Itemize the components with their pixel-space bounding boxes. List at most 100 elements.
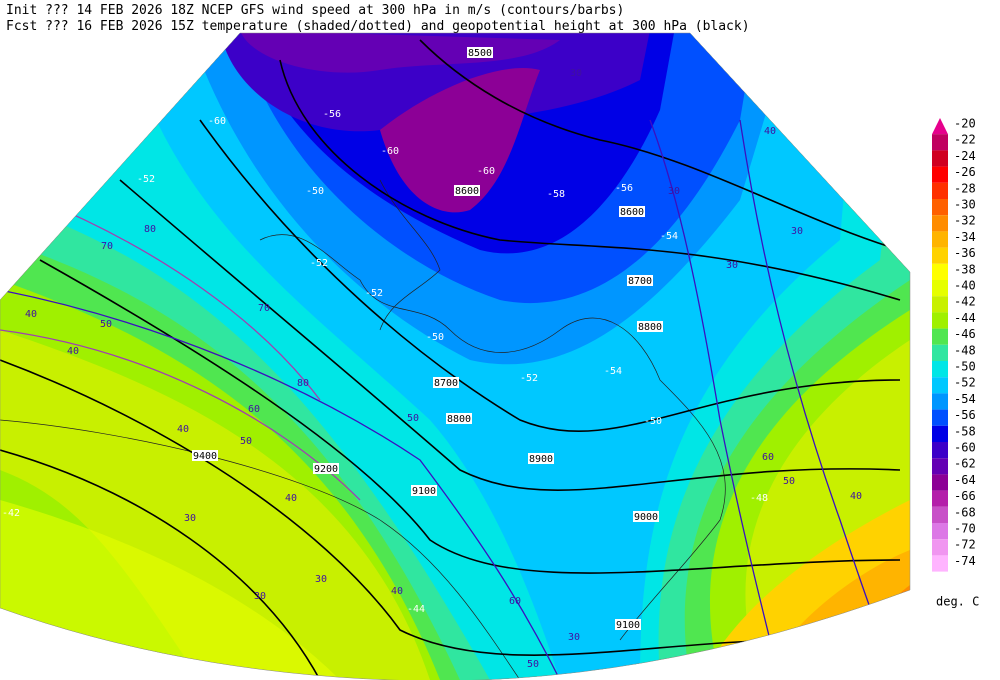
colorbar-label: -64 xyxy=(954,473,976,487)
colorbar-label: -42 xyxy=(954,295,976,309)
colorbar-swatch xyxy=(932,296,948,313)
wind-label: 40 xyxy=(25,309,37,320)
label-box xyxy=(446,413,472,424)
label-box xyxy=(192,450,218,461)
colorbar-label: -26 xyxy=(954,165,976,179)
colorbar-label: -20 xyxy=(954,117,976,131)
height-contour xyxy=(39,259,901,574)
temperature-label: -52 xyxy=(310,258,328,269)
colorbar-swatch xyxy=(932,150,948,167)
colorbar-label: -22 xyxy=(954,133,976,147)
colorbar-label: -38 xyxy=(954,262,976,276)
height-label: 8500 xyxy=(468,48,492,59)
colorbar-swatch xyxy=(932,231,948,248)
header-line: Fcst ??? 16 FEB 2026 15Z temperature (sh… xyxy=(6,19,750,34)
colorbar-label: -34 xyxy=(954,230,976,244)
label-box xyxy=(433,377,459,388)
colorbar-label: -46 xyxy=(954,327,976,341)
colorbar-swatch xyxy=(932,539,948,556)
wind-label: 30 xyxy=(568,632,580,643)
colorbar-swatch xyxy=(932,166,948,183)
colorbar-swatch xyxy=(932,458,948,475)
height-label: 9200 xyxy=(314,464,338,475)
wind-label: 50 xyxy=(527,659,539,670)
colorbar-label: -52 xyxy=(954,376,976,390)
colorbar: -20 -22 -24 -26 -28 -30 -32 -34 -36 -38 -40 -42 -44 -… xyxy=(932,117,976,572)
temperature-label: -60 xyxy=(477,166,495,177)
wind-contour xyxy=(649,119,781,680)
colorbar-swatch xyxy=(932,215,948,232)
height-contour xyxy=(279,59,901,301)
temperature-label: -54 xyxy=(660,231,678,242)
coastline xyxy=(259,234,726,641)
temperature-label: -50 xyxy=(426,332,444,343)
colorbar-unit: deg. C xyxy=(936,595,979,609)
colorbar-swatch xyxy=(932,280,948,297)
colorbar-swatch xyxy=(932,555,948,572)
wind-label: 30 xyxy=(315,574,327,585)
wind-label: 30 xyxy=(668,186,680,197)
height-label: 9100 xyxy=(412,486,436,497)
colorbar-swatch xyxy=(932,361,948,378)
colorbar-swatch xyxy=(932,134,948,151)
temperature-label: -50 xyxy=(644,416,662,427)
colorbar-label: -40 xyxy=(954,279,976,293)
colorbar-label: -58 xyxy=(954,424,976,438)
colorbar-label: -36 xyxy=(954,246,976,260)
wind-label: 70 xyxy=(101,241,113,252)
colorbar-label: -56 xyxy=(954,408,976,422)
height-contour xyxy=(419,39,901,251)
wind-label: 40 xyxy=(67,346,79,357)
map-border xyxy=(0,32,911,680)
label-box xyxy=(528,453,554,464)
wind-label: 70 xyxy=(258,303,270,314)
wind-label: 50 xyxy=(240,436,252,447)
contour-labels: 8500 8600 8600 8700 8800 8700 8800 8900 9000 9100… xyxy=(2,47,862,670)
colorbar-label: -74 xyxy=(954,554,976,568)
colorbar-swatch xyxy=(932,393,948,410)
temperature-label: -56 xyxy=(323,109,341,120)
wind-label: 50 xyxy=(783,476,795,487)
height-contour xyxy=(0,359,801,656)
colorbar-swatch xyxy=(932,247,948,264)
temperature-label: -52 xyxy=(365,288,383,299)
colorbar-label: -62 xyxy=(954,457,976,471)
colorbar-swatch xyxy=(932,506,948,523)
height-contour xyxy=(199,119,901,432)
colorbar-swatch xyxy=(932,118,948,135)
label-box xyxy=(637,321,663,332)
height-label: 8800 xyxy=(638,322,662,333)
colorbar-label: -72 xyxy=(954,538,976,552)
height-label: 9400 xyxy=(193,451,217,462)
colorbar-swatch xyxy=(932,263,948,280)
colorbar-label: -48 xyxy=(954,343,976,357)
label-box xyxy=(454,185,480,196)
coastline xyxy=(0,419,521,680)
height-label: 8700 xyxy=(628,276,652,287)
wind-label: 80 xyxy=(144,224,156,235)
wind-contour xyxy=(0,289,561,680)
wind-label: 80 xyxy=(297,378,309,389)
colorbar-swatch xyxy=(932,344,948,361)
height-label: 8600 xyxy=(620,207,644,218)
colorbar-label: -68 xyxy=(954,505,976,519)
height-label: 8900 xyxy=(529,454,553,465)
colorbar-swatch xyxy=(932,474,948,491)
label-box xyxy=(313,463,339,474)
colorbar-swatch xyxy=(932,377,948,394)
temperature-label: -52 xyxy=(520,373,538,384)
height-label: 8800 xyxy=(447,414,471,425)
temperature-label: -44 xyxy=(407,604,425,615)
temperature-label: -54 xyxy=(604,366,622,377)
wind-contour xyxy=(39,199,321,401)
wind-label: 30 xyxy=(254,591,266,602)
temperature-label: -60 xyxy=(381,146,399,157)
colorbar-swatch xyxy=(932,490,948,507)
header-line: Init ??? 14 FEB 2026 18Z NCEP GFS wind s… xyxy=(6,3,624,18)
wind-label: 60 xyxy=(762,452,774,463)
colorbar-label: -66 xyxy=(954,489,976,503)
wind-label: 40 xyxy=(850,491,862,502)
colorbar-label: -60 xyxy=(954,441,976,455)
